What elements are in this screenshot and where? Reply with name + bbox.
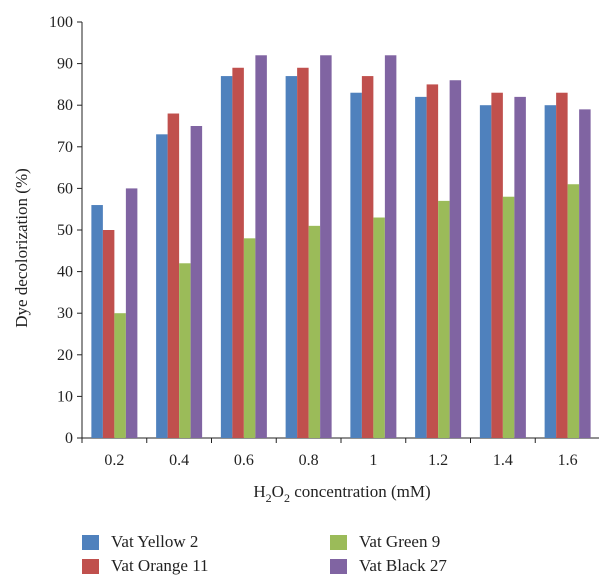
y-tick-label: 30: [57, 305, 73, 322]
bar-vat-yellow-2: [220, 76, 233, 438]
legend-item-vat-yellow-2: Vat Yellow 2: [82, 532, 198, 552]
bar-vat-green-9: [308, 225, 321, 438]
bar-vat-orange-11: [426, 84, 439, 439]
legend-swatch-vat-green-9: [330, 534, 347, 550]
bar-vat-orange-11: [361, 76, 374, 438]
x-tick-label: 0.8: [299, 452, 319, 469]
x-tick-label: 1.2: [428, 452, 448, 469]
bar-vat-black-27: [255, 55, 267, 438]
legend-label-vat-green-9: Vat Green 9: [359, 532, 441, 551]
x-tick-label: 0.2: [104, 452, 124, 469]
bars: [91, 55, 591, 439]
bar-vat-orange-11: [102, 230, 115, 438]
legend-swatch-vat-yellow-2: [82, 534, 99, 550]
x-tick-label: 1.4: [493, 452, 513, 469]
legend-swatch-vat-orange-11: [82, 558, 99, 574]
bar-vat-green-9: [179, 263, 191, 438]
bar-chart: 0 10 20 30 40 50 60 70 80 90 100 0.2 0.4 0.6 0.8 1 1.2 1…: [12, 14, 599, 505]
legend-item-vat-orange-11: Vat Orange 11: [82, 556, 209, 576]
x-title-sub1: 2: [266, 491, 272, 505]
bar-vat-yellow-2: [285, 76, 298, 438]
bar-vat-green-9: [438, 200, 450, 438]
bar-vat-yellow-2: [91, 205, 103, 438]
bar-vat-black-27: [449, 80, 462, 439]
x-title-suffix: concentration (mM): [290, 482, 431, 501]
bar-vat-orange-11: [556, 92, 568, 438]
bar-vat-black-27: [320, 55, 332, 438]
y-tick-label: 70: [57, 139, 73, 156]
bar-vat-green-9: [243, 238, 256, 438]
bar-vat-yellow-2: [350, 92, 362, 438]
bar-vat-orange-11: [297, 67, 309, 438]
legend-swatch-vat-black-27: [330, 558, 347, 574]
x-tick-label: 1: [369, 452, 377, 469]
x-tick-label: 0.4: [169, 452, 189, 469]
y-tick-label: 90: [57, 56, 73, 73]
bar-vat-green-9: [567, 184, 580, 438]
bar-vat-black-27: [384, 55, 397, 438]
x-title-sub2: 2: [284, 491, 290, 505]
bar-vat-black-27: [125, 188, 138, 438]
bar-vat-black-27: [514, 96, 526, 438]
bar-vat-green-9: [502, 196, 515, 438]
legend-label-vat-black-27: Vat Black 27: [359, 556, 447, 575]
x-tick-label: 0.6: [234, 452, 254, 469]
bar-vat-orange-11: [232, 67, 244, 438]
y-tick-label: 40: [57, 264, 73, 281]
x-tick-label: 1.6: [558, 452, 578, 469]
legend-item-vat-green-9: Vat Green 9: [330, 532, 440, 552]
legend-label-vat-orange-11: Vat Orange 11: [111, 556, 209, 575]
y-tick-label: 50: [57, 222, 73, 239]
bar-vat-black-27: [579, 109, 591, 439]
legend-item-vat-black-27: Vat Black 27: [330, 556, 447, 576]
x-axis-title: H2O2 concentration (mM): [253, 482, 430, 505]
y-tick-label: 100: [49, 14, 73, 31]
bar-vat-orange-11: [491, 92, 503, 438]
y-tick-label: 10: [57, 388, 73, 405]
bar-vat-yellow-2: [415, 96, 427, 438]
legend-label-vat-yellow-2: Vat Yellow 2: [111, 532, 199, 551]
y-tick-label: 80: [57, 97, 73, 114]
y-tick-label: 60: [57, 180, 73, 197]
y-axis: 0 10 20 30 40 50 60 70 80 90 100: [49, 14, 83, 447]
y-tick-label: 0: [65, 430, 73, 447]
y-tick-label: 20: [57, 347, 73, 364]
x-axis: 0.2 0.4 0.6 0.8 1 1.2 1.4 1.6: [81, 437, 599, 469]
bar-vat-green-9: [114, 313, 126, 438]
x-title-h: H: [253, 482, 265, 501]
bar-vat-yellow-2: [156, 134, 168, 438]
bar-vat-green-9: [373, 217, 385, 438]
bar-vat-orange-11: [167, 113, 180, 439]
bar-vat-yellow-2: [479, 105, 492, 438]
bar-vat-black-27: [190, 126, 203, 438]
x-title-o: O: [272, 482, 284, 501]
bar-vat-yellow-2: [544, 105, 557, 438]
legend: Vat Yellow 2 Vat Orange 11 Vat Green 9 V…: [82, 532, 562, 580]
y-axis-title: Dye decolorization (%): [12, 168, 31, 328]
